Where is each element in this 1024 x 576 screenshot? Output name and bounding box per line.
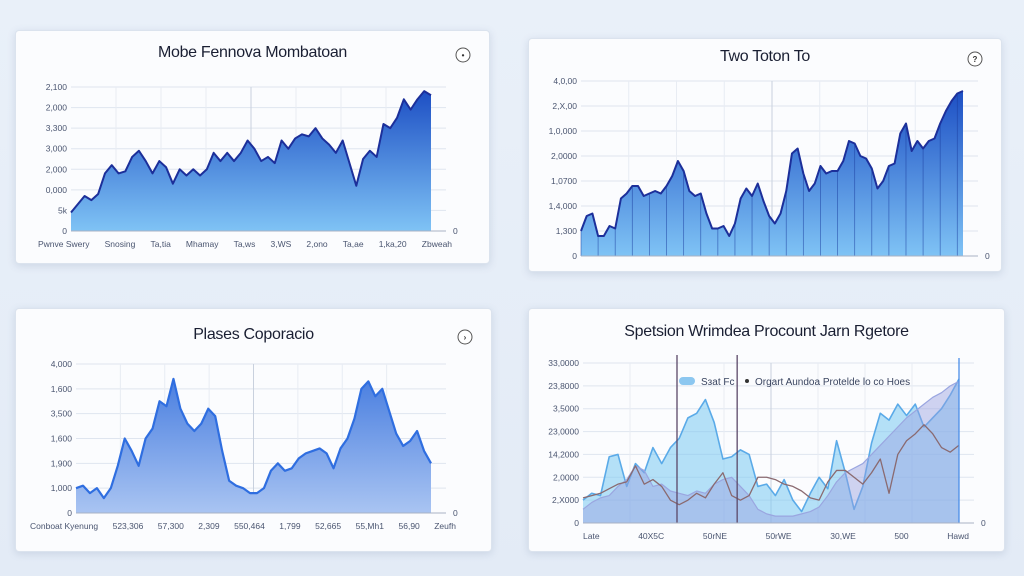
chart-4-svg: Spetsion Wrimdea Procount Jarn Rgetore 33… [548,323,986,541]
x-tick-label: Zeufh [434,521,456,531]
y-tick-label: 0,000 [46,185,68,195]
chart-title: Two Toton To [720,48,810,65]
x-tick-label: 3,WS [271,239,292,249]
x-tick-label: 52,665 [315,521,341,531]
chart-panel-2: Two Toton To? 4,0,00 2,X,00 1,0,000 2,0000 1,… [528,38,1002,272]
legend-label: Sзat Fc [701,377,734,388]
y-tick-label: 0 [67,508,72,518]
svg-text:?: ? [973,55,978,64]
y-tick-label: 3,500 [51,409,73,419]
x-tick-label: Ta,tia [151,239,172,249]
y-tick-label: 1,900 [51,458,73,468]
y-tick-label: 5k [58,205,68,215]
y-tick-label: 4,000 [51,359,73,369]
chart-panel-3: Plases Coporacio › 4,000 1,600 3,500 1,600 1,9… [15,308,492,552]
svg-text:›: › [464,333,467,342]
y-tick-label: 0 [574,518,579,528]
x-tick-label: 1,ka,20 [379,239,407,249]
chevron-right-icon[interactable]: › [457,329,473,345]
x-tick-label: 30,WE [830,531,856,541]
legend-label: Orgart Aundoa Protelde lo co Hoes [755,377,910,388]
y-tick-label: 2,0000 [553,472,579,482]
y-tick-label: 2,X,00 [552,101,577,111]
y-tick-label: 3,300 [46,123,68,133]
chart-panel-1: Mobe Fennova Mombatoan • 2,100 2,000 3,300 3,… [15,30,490,264]
chart-panel-4: Spetsion Wrimdea Procount Jarn Rgetore 33… [528,308,1005,552]
chart-title: Spetsion Wrimdea Procount Jarn Rgetore [624,323,909,340]
legend-dot [745,379,749,383]
y-tick-label: 33,0000 [548,358,579,368]
y-tick-label: 0 [62,226,67,236]
x-tick-label: 523,306 [113,521,144,531]
x-tick-label: 57,300 [158,521,184,531]
x-tick-label: 2,ono [306,239,328,249]
legend-swatch [679,377,695,385]
y-tick-label: 1,600 [51,384,73,394]
right-axis-label: 0 [985,251,990,261]
chart-1-svg: Mobe Fennova Mombatoan • 2,100 2,000 3,300 3,… [38,44,471,249]
chart-2-svg: Two Toton To ? 4,0,00 2,X,00 1,0,000 2,0000 1,… [549,48,990,261]
chart-3-svg: Plases Coporacio › 4,000 1,600 3,500 1,600 1,9… [30,326,473,531]
right-axis-label: 0 [453,508,458,518]
question-icon[interactable]: ? [967,51,983,67]
y-tick-label: 4,0,00 [553,76,577,86]
x-tick-label: 40X5C [638,531,664,541]
x-tick-label: 500 [894,531,908,541]
series-area-lavender-line [582,380,960,517]
chart-title: Plases Coporacio [193,326,314,343]
y-tick-label: 3,000 [46,144,68,154]
x-tick-label: Late [583,531,600,541]
svg-text:•: • [462,51,465,60]
y-tick-label: 1,600 [51,434,73,444]
y-tick-label: 1,300 [556,226,578,236]
y-tick-label: 23,0000 [548,427,579,437]
series-area [76,378,431,513]
x-tick-label: 55,Mh1 [356,521,385,531]
x-tick-label: Snosing [105,239,136,249]
x-tick-label: Ta,ws [234,239,256,249]
x-tick-label: 550,464 [234,521,265,531]
x-tick-label: Ta,ae [343,239,364,249]
y-tick-label: 1,4,000 [549,201,578,211]
x-tick-label: Pwnve Swery [38,239,90,249]
chart-title: Mobe Fennova Mombatoan [158,44,347,61]
x-tick-label: 50rNE [703,531,727,541]
y-tick-label: 3,5000 [553,404,579,414]
series-line [75,377,432,500]
x-tick-label: 1,799 [279,521,301,531]
series-line-brown-line [582,424,960,506]
y-tick-label: 2,000 [46,164,68,174]
series-line [580,90,964,237]
y-tick-label: 1,000 [51,483,73,493]
y-tick-label: 1,0700 [551,176,577,186]
legend: Sзat Fc Orgart Aundoa Protelde lo co Hoes [679,377,910,388]
right-axis-label: 0 [981,518,986,528]
right-axis-label: 0 [453,226,458,236]
y-tick-label: 2,000 [46,103,68,113]
x-tick-label: 2,309 [198,521,220,531]
info-icon[interactable]: • [455,47,471,63]
x-tick-label: Hawd [947,531,969,541]
series-area [71,91,431,231]
y-tick-label: 14,2000 [548,449,579,459]
y-tick-label: 2,0000 [551,151,577,161]
series-line [70,90,432,214]
y-tick-label: 23,8000 [548,381,579,391]
x-tick-label: Zbweah [422,239,453,249]
x-tick-label: Conboat Kyenung [30,521,98,531]
series-area-lavender-area [583,381,959,523]
series-area [581,91,963,256]
x-tick-label: 50rWE [766,531,792,541]
y-tick-label: 0 [572,251,577,261]
x-tick-label: 56,90 [399,521,421,531]
series-area-light-line [582,378,960,513]
y-tick-label: 2,100 [46,82,68,92]
y-tick-label: 1,0,000 [549,126,578,136]
x-tick-label: Mhamay [186,239,219,249]
y-tick-label: 2,X000 [552,495,579,505]
